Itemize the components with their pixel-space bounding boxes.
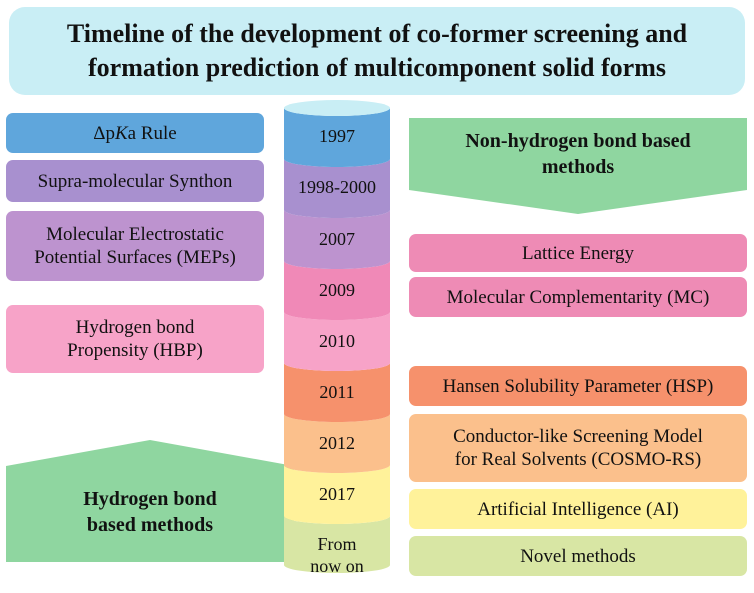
timeline-year: 2017 (319, 484, 355, 504)
method-artificial-intelligence: Artificial Intelligence (AI) (409, 489, 747, 529)
method-meps: Molecular Electrostatic Potential Surfac… (6, 211, 264, 281)
timeline-year: 1997 (319, 126, 355, 146)
method-pka-rule: ΔpKa Rule (6, 113, 264, 153)
timeline-segment (284, 363, 390, 422)
hydrogen-arrow (6, 440, 294, 562)
method-hbp: Hydrogen bond Propensity (HBP) (6, 305, 264, 373)
timeline-segment (284, 159, 390, 218)
method-novel: Novel methods (409, 536, 747, 576)
non-hydrogen-arrow (409, 118, 747, 214)
method-supramolecular-synthon: Supra-molecular Synthon (6, 160, 264, 202)
timeline-year: 2011 (319, 382, 355, 402)
title-line-1: Timeline of the development of co-former… (66, 19, 688, 48)
timeline-year: 2010 (319, 331, 355, 351)
method-lattice-energy: Lattice Energy (409, 234, 747, 272)
timeline-segment (284, 312, 390, 371)
method-molecular-complementarity: Molecular Complementarity (MC) (409, 277, 747, 317)
timeline-from-now-on: From now on (310, 534, 364, 576)
timeline-segment (284, 516, 390, 573)
timeline-year: 1998-2000 (298, 177, 376, 197)
method-hsp: Hansen Solubility Parameter (HSP) (409, 366, 747, 406)
timeline-segment (284, 465, 390, 524)
title-box: Timeline of the development of co-former… (9, 7, 745, 95)
timeline-segment (284, 210, 390, 269)
non-hydrogen-label: Non-hydrogen bond based methods (465, 130, 691, 178)
method-cosmo-rs: Conductor-like Screening Model for Real … (409, 414, 747, 482)
timeline-year: 2012 (319, 433, 355, 453)
timeline-year: 2007 (319, 229, 355, 249)
timeline-segment (284, 261, 390, 320)
timeline-segment (284, 108, 390, 167)
title-line-2: formation prediction of multicomponent s… (88, 53, 666, 82)
timeline-top-cap (284, 100, 390, 116)
timeline-year: 2009 (319, 280, 355, 300)
timeline-cylinder (284, 100, 390, 573)
hydrogen-label: Hydrogen bond based methods (83, 488, 217, 536)
timeline-segment (284, 414, 390, 473)
